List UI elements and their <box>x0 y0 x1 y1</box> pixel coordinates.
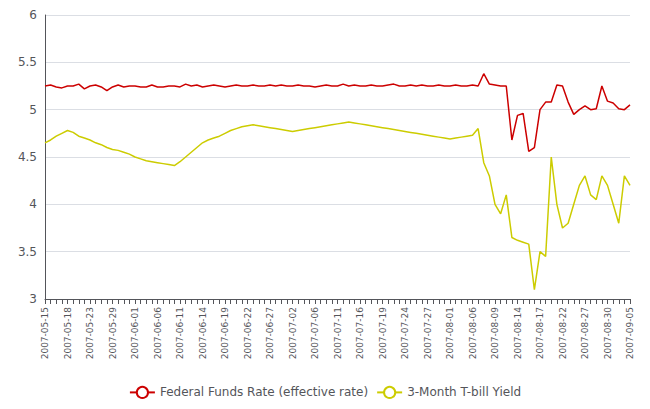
svg-text:2007-06-14: 2007-06-14 <box>198 307 208 360</box>
svg-text:2007-08-27: 2007-08-27 <box>580 307 590 359</box>
svg-text:2007-08-06: 2007-08-06 <box>468 307 478 360</box>
svg-text:2007-06-06: 2007-06-06 <box>153 307 163 360</box>
svg-text:2007-07-02: 2007-07-02 <box>288 307 298 359</box>
svg-text:2007-07-06: 2007-07-06 <box>310 307 320 360</box>
svg-text:2007-05-23: 2007-05-23 <box>85 307 95 359</box>
svg-text:2007-08-14: 2007-08-14 <box>513 307 523 360</box>
svg-text:2007-05-18: 2007-05-18 <box>63 307 73 360</box>
svg-text:5.5: 5.5 <box>18 55 37 69</box>
svg-text:2007-08-09: 2007-08-09 <box>490 307 500 360</box>
svg-text:3: 3 <box>29 292 37 306</box>
svg-text:2007-06-11: 2007-06-11 <box>175 307 185 359</box>
svg-text:2007-07-16: 2007-07-16 <box>355 307 365 360</box>
svg-text:2007-07-27: 2007-07-27 <box>423 307 433 359</box>
svg-text:2007-05-29: 2007-05-29 <box>108 307 118 360</box>
svg-text:2007-06-19: 2007-06-19 <box>220 307 230 360</box>
svg-text:2007-07-24: 2007-07-24 <box>400 307 410 360</box>
svg-text:2007-08-01: 2007-08-01 <box>445 307 455 359</box>
svg-text:Federal Funds Rate (effective: Federal Funds Rate (effective rate) <box>160 385 368 399</box>
svg-text:2007-06-22: 2007-06-22 <box>243 307 253 359</box>
svg-text:2007-07-19: 2007-07-19 <box>378 307 388 360</box>
svg-text:2007-08-22: 2007-08-22 <box>558 307 568 359</box>
svg-text:3-Month T-bill Yield: 3-Month T-bill Yield <box>407 385 521 399</box>
svg-text:2007-05-15: 2007-05-15 <box>40 307 50 359</box>
svg-text:2007-08-17: 2007-08-17 <box>535 307 545 359</box>
svg-text:2007-06-27: 2007-06-27 <box>265 307 275 359</box>
svg-text:4.5: 4.5 <box>18 150 37 164</box>
svg-text:4: 4 <box>29 197 37 211</box>
svg-text:3.5: 3.5 <box>18 245 37 259</box>
svg-text:2007-07-11: 2007-07-11 <box>333 307 343 359</box>
svg-text:2007-09-05: 2007-09-05 <box>625 307 635 359</box>
svg-text:2007-08-30: 2007-08-30 <box>603 307 613 360</box>
svg-text:5: 5 <box>29 103 37 117</box>
svg-text:6: 6 <box>29 8 37 22</box>
svg-text:2007-06-01: 2007-06-01 <box>130 307 140 359</box>
